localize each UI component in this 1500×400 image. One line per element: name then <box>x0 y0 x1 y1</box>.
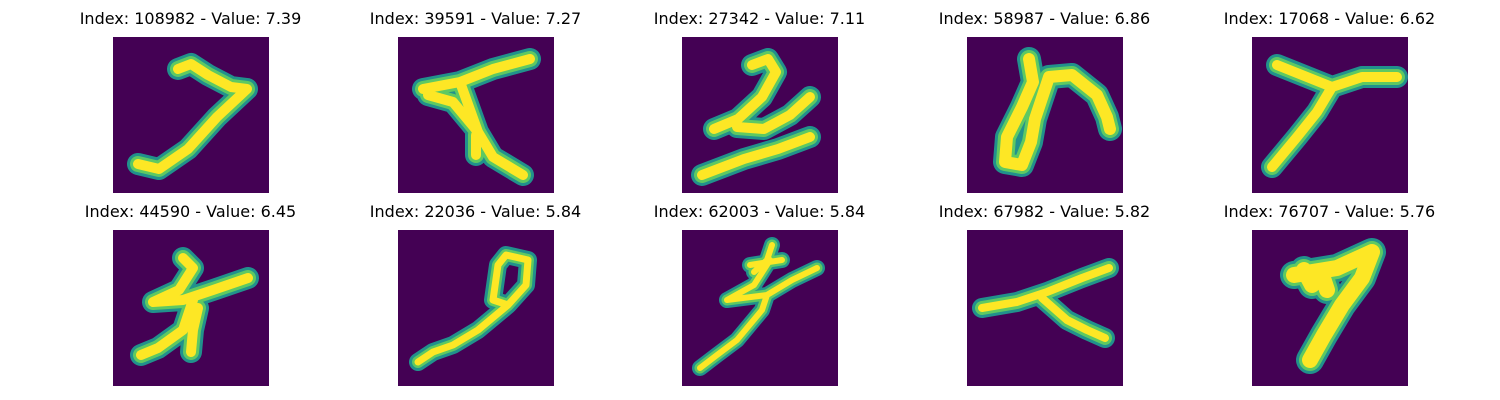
sample-title: Index: 27342 - Value: 7.11 <box>653 9 866 28</box>
digit-image <box>1252 230 1408 386</box>
digit-image <box>1252 37 1408 193</box>
glyph-stroke <box>697 242 820 371</box>
sample-panel: Index: 76707 - Value: 5.76 <box>1187 201 1472 391</box>
digit-image <box>967 37 1123 193</box>
sample-panel: Index: 17068 - Value: 6.62 <box>1187 8 1472 198</box>
glyph-stroke <box>136 253 253 360</box>
glyph-stroke <box>133 59 252 174</box>
sample-title: Index: 44590 - Value: 6.45 <box>84 202 297 221</box>
digit-image <box>113 37 269 193</box>
sample-title: Index: 17068 - Value: 6.62 <box>1223 9 1436 28</box>
glyph-stroke <box>412 249 534 368</box>
sample-title: Index: 108982 - Value: 7.39 <box>79 9 302 28</box>
sample-title: Index: 67982 - Value: 5.82 <box>938 202 1151 221</box>
sample-panel: Index: 22036 - Value: 5.84 <box>333 201 618 391</box>
glyph-stroke <box>414 251 532 366</box>
digit-image <box>113 230 269 386</box>
sample-title: Index: 39591 - Value: 7.27 <box>369 9 582 28</box>
glyph-stroke <box>999 53 1116 171</box>
sample-panel: Index: 27342 - Value: 7.11 <box>617 8 902 198</box>
glyph-stroke <box>697 54 815 180</box>
sample-title: Index: 58987 - Value: 6.86 <box>938 9 1151 28</box>
glyph-stroke <box>1267 60 1402 172</box>
glyph-stroke <box>978 264 1113 342</box>
digit-image <box>682 230 838 386</box>
digit-image <box>682 37 838 193</box>
sample-title: Index: 22036 - Value: 5.84 <box>369 202 582 221</box>
sample-panel: Index: 58987 - Value: 6.86 <box>902 8 1187 198</box>
sample-title: Index: 62003 - Value: 5.84 <box>653 202 866 221</box>
digit-image <box>398 37 554 193</box>
glyph-stroke <box>1286 244 1380 368</box>
sample-panel: Index: 39591 - Value: 7.27 <box>333 8 618 198</box>
digit-image <box>967 230 1123 386</box>
digit-image <box>398 230 554 386</box>
glyph-stroke <box>418 54 535 180</box>
sample-title: Index: 76707 - Value: 5.76 <box>1223 202 1436 221</box>
sample-panel: Index: 108982 - Value: 7.39 <box>48 8 333 198</box>
sample-panel: Index: 44590 - Value: 6.45 <box>48 201 333 391</box>
sample-panel: Index: 67982 - Value: 5.82 <box>902 201 1187 391</box>
sample-panel: Index: 62003 - Value: 5.84 <box>617 201 902 391</box>
